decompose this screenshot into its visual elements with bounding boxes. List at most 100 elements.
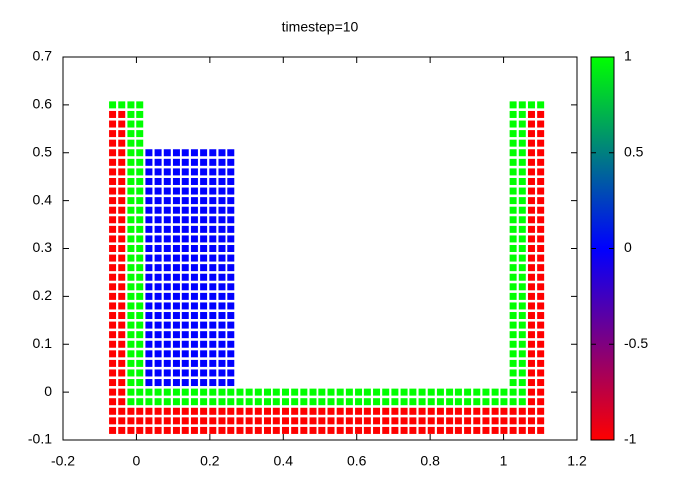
particle [118,149,126,157]
particle [518,369,526,377]
particle [227,158,235,166]
particle [136,417,144,425]
particle [127,273,135,281]
particle [200,254,208,262]
particle [327,417,335,425]
x-tick-label: 0.8 [420,453,440,469]
particle [491,407,499,415]
particle [464,398,472,406]
particle [355,417,363,425]
particle [172,398,180,406]
particle [409,407,417,415]
particle [181,245,189,252]
particle [145,225,153,233]
particle [518,273,526,281]
particle [109,426,117,434]
particle [527,158,535,166]
particle [145,216,153,224]
particle [537,321,545,329]
particle [136,177,144,185]
particle [436,388,444,396]
particle [163,225,171,233]
particle [427,388,435,396]
particle [263,407,271,415]
particle [391,417,399,425]
particle [109,398,117,406]
particle [418,388,426,396]
particle [127,245,135,252]
particle [209,379,217,387]
particle [218,225,226,233]
particle [127,216,135,224]
particle [109,331,117,339]
particle [473,426,481,434]
particle [127,398,135,406]
particle [509,110,517,118]
particle [300,407,308,415]
particle [200,187,208,195]
particle [509,225,517,233]
particle [145,235,153,243]
particle [418,407,426,415]
particle [254,388,262,396]
particle [218,350,226,358]
particle [218,302,226,310]
particle [518,359,526,367]
particle [336,398,344,406]
particle [227,388,235,396]
particle [200,340,208,348]
particle [109,245,117,252]
particle [281,417,289,425]
particle [527,379,535,387]
particle [245,417,253,425]
particle [527,130,535,138]
particle [537,407,545,415]
x-tick-label: 0 [133,453,141,469]
particle [391,388,399,396]
particle [118,101,126,109]
particle [509,273,517,281]
particle [537,283,545,291]
particle [309,407,317,415]
particle [190,292,198,300]
particle [518,158,526,166]
particle [227,359,235,367]
particle [145,197,153,205]
particle [118,158,126,166]
particle [446,398,454,406]
colorbar-tick-label: 0.5 [624,143,644,159]
particle [363,398,371,406]
particle [209,292,217,300]
particle [181,235,189,243]
particle [518,139,526,147]
particle [236,426,244,434]
particle [336,417,344,425]
particle [218,216,226,224]
particle [363,426,371,434]
particle [509,177,517,185]
particle [309,426,317,434]
particle [154,398,162,406]
particle [373,426,381,434]
particle [154,216,162,224]
particle [181,206,189,214]
particle [172,158,180,166]
particle [218,245,226,252]
particle [109,340,117,348]
particle [373,407,381,415]
particle [454,388,462,396]
particle [391,398,399,406]
particle [218,168,226,176]
particle [509,235,517,243]
particle [190,264,198,272]
particle [163,197,171,205]
particle [300,398,308,406]
particle [409,388,417,396]
particle [190,312,198,320]
particle [109,302,117,310]
particle [537,388,545,396]
particle [263,417,271,425]
particle [172,225,180,233]
particle [537,273,545,281]
